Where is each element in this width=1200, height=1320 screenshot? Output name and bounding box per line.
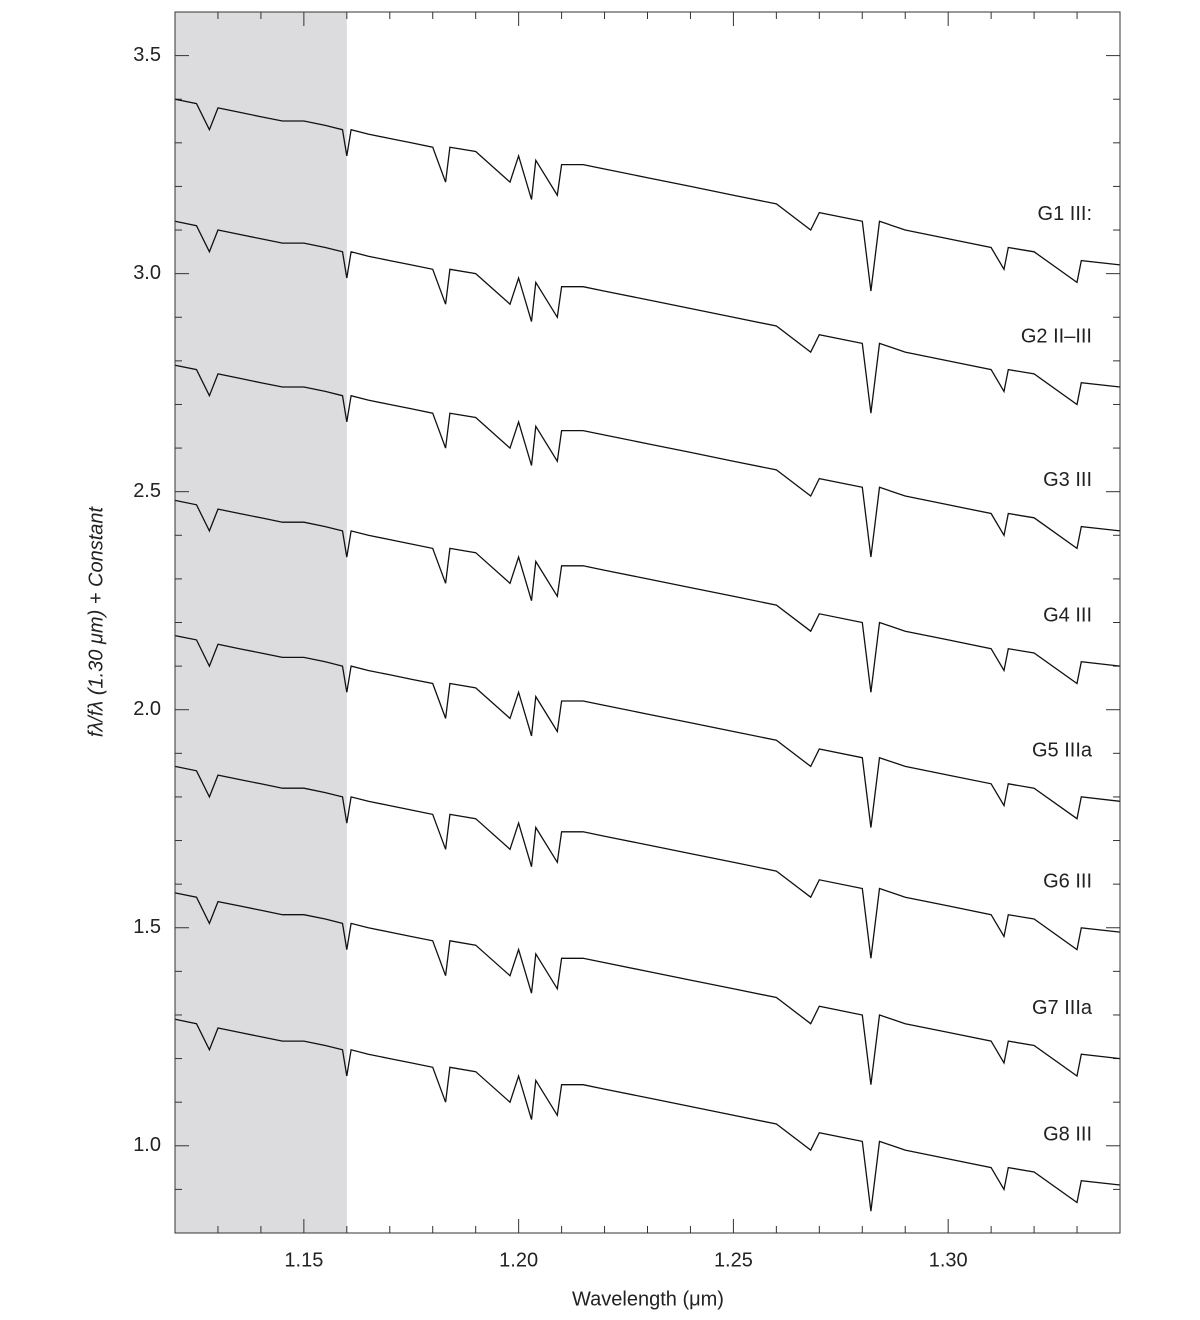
- spectrum-line: [174, 634, 1121, 828]
- y-tick-label: 3.5: [133, 44, 161, 66]
- plot-frame: [174, 11, 1121, 1234]
- shaded-region: [175, 12, 347, 1233]
- y-tick-label: 1.0: [133, 1134, 161, 1156]
- series-label: G7 IIIa: [1032, 997, 1093, 1019]
- x-tick-label: 1.30: [929, 1249, 968, 1271]
- spectrum-line: [174, 1018, 1121, 1212]
- series-label: G5 IIIa: [1032, 740, 1093, 762]
- y-tick-label: 3.0: [133, 262, 161, 284]
- spectrum-line: [174, 892, 1121, 1085]
- x-tick-label: 1.20: [499, 1249, 538, 1271]
- series-label: G6 III: [1043, 870, 1092, 892]
- x-tick-label: 1.25: [714, 1249, 753, 1271]
- series-label: G2 II–III: [1021, 325, 1092, 347]
- y-tick-label: 2.0: [133, 698, 161, 720]
- spectrum-line: [174, 98, 1121, 292]
- spectrum-line: [174, 765, 1121, 959]
- spectrum-line: [174, 220, 1121, 414]
- spectrum-line: [174, 499, 1121, 693]
- series-label: G1 III:: [1038, 203, 1092, 225]
- series-label: G3 III: [1043, 469, 1092, 491]
- y-axis-label: fλ/fλ (1.30 μm) + Constant: [85, 505, 107, 737]
- x-tick-label: 1.15: [284, 1249, 323, 1271]
- y-tick-label: 2.5: [133, 480, 161, 502]
- spectrum-line: [174, 364, 1121, 558]
- y-tick-label: 1.5: [133, 916, 161, 938]
- series-label: G4 III: [1043, 604, 1092, 626]
- series-label: G8 III: [1043, 1123, 1092, 1145]
- x-axis-label: Wavelength (μm): [572, 1288, 724, 1310]
